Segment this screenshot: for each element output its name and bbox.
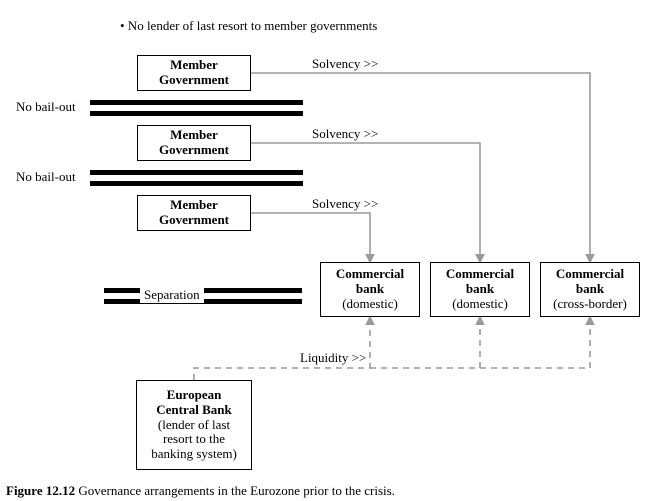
cb1-l2: bank [356,282,384,297]
european-central-bank: European Central Bank (lender of last re… [136,380,252,470]
diagram-canvas: • No lender of last resort to member gov… [0,0,660,501]
connector-lines [0,0,660,501]
no-bailout-bar-1a [90,100,303,105]
ecb-l5: banking system) [151,447,237,462]
no-bailout-bar-1b [90,111,303,116]
member-government-3: Member Government [137,195,251,231]
member-government-1: Member Government [137,55,251,91]
cb3-l1: Commercial [556,267,624,282]
ecb-l4: resort to the [163,432,225,447]
cb2-l2: bank [466,282,494,297]
cb2-l3: (domestic) [452,297,508,312]
caption-prefix: Figure 12.12 [6,483,75,498]
cb3-l2: bank [576,282,604,297]
member-government-2: Member Government [137,125,251,161]
ecb-l3: (lender of last [158,418,230,433]
ecb-l2: Central Bank [156,403,231,418]
solvency-label-3: Solvency >> [310,196,380,212]
cb3-l3: (cross-border) [553,297,627,312]
solvency-label-1: Solvency >> [310,56,380,72]
no-bailout-label-2: No bail-out [16,169,76,185]
commercial-bank-domestic-2: Commercial bank (domestic) [430,262,530,317]
mg3-l1: Member [170,198,218,213]
mg1-l2: Government [159,73,229,88]
separation-label: Separation [140,287,204,303]
cb1-l1: Commercial [336,267,404,282]
figure-caption: Figure 12.12 Governance arrangements in … [6,483,395,499]
solvency-label-2: Solvency >> [310,126,380,142]
mg3-l2: Government [159,213,229,228]
no-bailout-bar-2a [90,170,303,175]
commercial-bank-crossborder: Commercial bank (cross-border) [540,262,640,317]
mg2-l2: Government [159,143,229,158]
ecb-l1: European [167,388,222,403]
cb2-l1: Commercial [446,267,514,282]
liquidity-label: Liquidity >> [298,350,368,366]
mg2-l1: Member [170,128,218,143]
caption-text: Governance arrangements in the Eurozone … [78,483,395,498]
mg1-l1: Member [170,58,218,73]
cb1-l3: (domestic) [342,297,398,312]
commercial-bank-domestic-1: Commercial bank (domestic) [320,262,420,317]
no-bailout-bar-2b [90,181,303,186]
title-bullet: • No lender of last resort to member gov… [120,18,377,34]
no-bailout-label-1: No bail-out [16,99,76,115]
